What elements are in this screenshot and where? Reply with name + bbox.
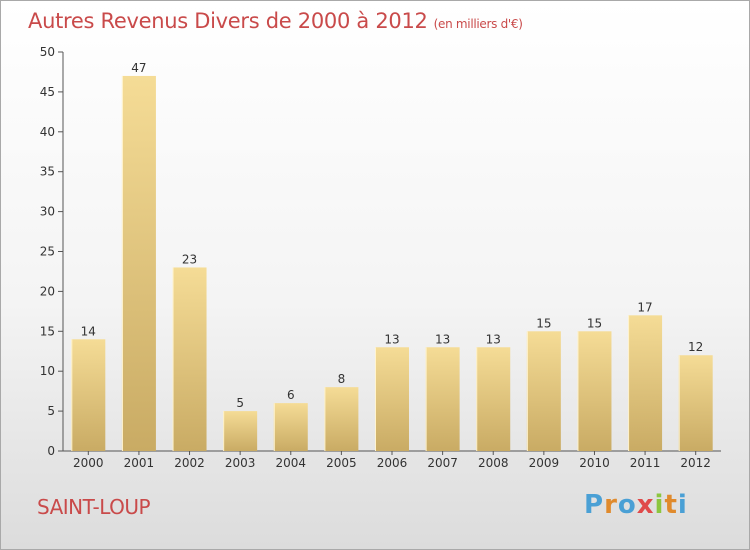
logo-letter: x <box>636 490 655 520</box>
bar-2009 <box>526 331 561 451</box>
value-label-2007: 13 <box>435 332 450 346</box>
value-label-2008: 13 <box>486 332 501 346</box>
logo-letter: t <box>664 490 678 520</box>
proxiti-logo: Proxiti <box>584 490 688 520</box>
value-label-2005: 8 <box>338 372 346 386</box>
bar-2000 <box>71 339 106 451</box>
value-label-2012: 12 <box>688 340 703 354</box>
x-tick-label: 2001 <box>124 456 155 470</box>
location-name: SAINT-LOUP <box>37 495 151 519</box>
value-label-2004: 6 <box>287 388 295 402</box>
y-tick-label: 45 <box>40 85 55 99</box>
y-tick-label: 35 <box>40 165 55 179</box>
x-tick-label: 2010 <box>579 456 610 470</box>
bar-2007 <box>425 347 460 451</box>
value-label-2009: 15 <box>536 316 551 330</box>
x-tick-label: 2003 <box>225 456 256 470</box>
x-tick-label: 2005 <box>326 456 357 470</box>
y-tick-label: 50 <box>40 45 55 59</box>
bar-2008 <box>476 347 511 451</box>
y-tick-label: 40 <box>40 125 55 139</box>
y-tick-label: 30 <box>40 205 55 219</box>
x-tick-label: 2011 <box>630 456 661 470</box>
bar-2002 <box>172 267 207 451</box>
value-label-2003: 5 <box>236 396 244 410</box>
x-tick-label: 2002 <box>174 456 205 470</box>
logo-letter: i <box>654 490 665 520</box>
bar-2006 <box>375 347 409 451</box>
bar-2010 <box>577 331 612 451</box>
x-tick-label: 2006 <box>377 456 408 470</box>
chart-title-main: Autres Revenus Divers de 2000 à 2012 <box>28 9 428 33</box>
x-tick-label: 2007 <box>427 456 458 470</box>
bar-2003 <box>223 411 258 451</box>
x-tick-label: 2004 <box>275 456 306 470</box>
bar-2005 <box>324 387 359 451</box>
bar-2001 <box>121 75 156 451</box>
logo-letter: i <box>677 490 688 520</box>
chart-title-unit: (en milliers d'€) <box>433 17 523 31</box>
x-tick-label: 2000 <box>73 456 104 470</box>
y-tick-label: 25 <box>40 245 55 259</box>
value-label-2010: 15 <box>587 316 602 330</box>
chart-value-labels: 14 47 23 5 6 8 13 13 13 15 15 17 12 <box>81 61 704 410</box>
chart-title: Autres Revenus Divers de 2000 à 2012 (en … <box>28 9 523 33</box>
logo-letter: P <box>584 490 605 520</box>
value-label-2001: 47 <box>131 61 146 75</box>
y-tick-label: 0 <box>47 444 55 458</box>
y-tick-label: 15 <box>40 324 55 338</box>
x-tick-label: 2012 <box>680 456 711 470</box>
x-tick-label: 2009 <box>529 456 560 470</box>
value-label-2011: 17 <box>637 300 652 314</box>
bar-2011 <box>628 315 663 451</box>
value-label-2000: 14 <box>81 324 96 338</box>
logo-letter: r <box>604 490 618 520</box>
logo-letter: o <box>617 490 637 520</box>
bar-2012 <box>678 355 713 451</box>
value-label-2006: 13 <box>384 332 399 346</box>
y-tick-label: 10 <box>40 364 55 378</box>
x-tick-label: 2008 <box>478 456 509 470</box>
chart-axes: 0 5 10 15 20 25 30 35 40 45 50 2000 2001 2002 2003 2004… <box>40 45 721 470</box>
value-label-2002: 23 <box>182 252 197 266</box>
y-tick-label: 5 <box>47 404 55 418</box>
bar-2004 <box>273 403 308 451</box>
chart-bars <box>71 75 713 451</box>
y-tick-label: 20 <box>40 284 55 298</box>
